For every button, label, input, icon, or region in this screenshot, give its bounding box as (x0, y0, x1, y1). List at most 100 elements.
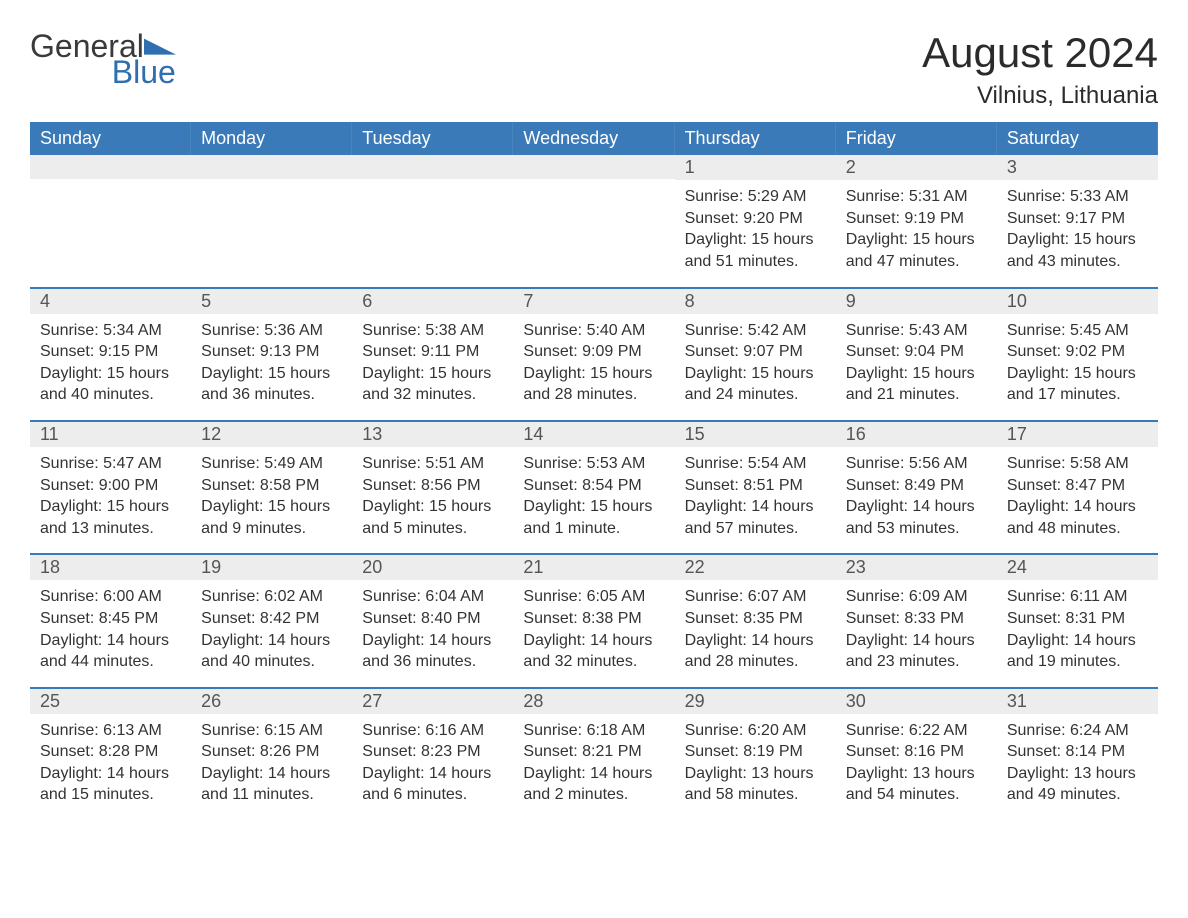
day-number: 10 (997, 289, 1158, 314)
day-dl2: and 17 minutes. (1007, 384, 1148, 406)
day-sunrise: Sunrise: 5:31 AM (846, 186, 987, 208)
day-sunrise: Sunrise: 6:04 AM (362, 586, 503, 608)
dow-cell: Monday (191, 122, 352, 155)
day-dl2: and 15 minutes. (40, 784, 181, 806)
day-sunset: Sunset: 8:42 PM (201, 608, 342, 630)
day-dl1: Daylight: 14 hours (201, 630, 342, 652)
logo: General Blue (30, 30, 176, 88)
day-cell: 20Sunrise: 6:04 AMSunset: 8:40 PMDayligh… (352, 555, 513, 686)
day-dl1: Daylight: 14 hours (362, 630, 503, 652)
day-dl2: and 51 minutes. (685, 251, 826, 273)
day-dl2: and 1 minute. (523, 518, 664, 540)
day-cell: 13 Sunrise: 5:51 AMSunset: 8:56 PMDayligh… (352, 422, 513, 553)
day-sunrise: Sunrise: 5:29 AM (685, 186, 826, 208)
day-dl1: Daylight: 15 hours (362, 363, 503, 385)
day-sunset: Sunset: 9:02 PM (1007, 341, 1148, 363)
day-cell (513, 155, 674, 286)
day-dl2: and 28 minutes. (685, 651, 826, 673)
day-number: 4 (30, 289, 191, 314)
day-sunset: Sunset: 8:28 PM (40, 741, 181, 763)
day-cell: 23Sunrise: 6:09 AMSunset: 8:33 PMDayligh… (836, 555, 997, 686)
dow-cell: Wednesday (513, 122, 674, 155)
day-sunset: Sunset: 8:14 PM (1007, 741, 1148, 763)
day-cell: 30Sunrise: 6:22 AMSunset: 8:16 PMDayligh… (836, 689, 997, 820)
day-dl2: and 2 minutes. (523, 784, 664, 806)
day-number: 12 (191, 422, 352, 447)
day-dl1: Daylight: 14 hours (1007, 496, 1148, 518)
day-cell: 24Sunrise: 6:11 AMSunset: 8:31 PMDayligh… (997, 555, 1158, 686)
day-number (513, 155, 674, 179)
day-number: 9 (836, 289, 997, 314)
day-number: 16 (836, 422, 997, 447)
day-sunset: Sunset: 8:33 PM (846, 608, 987, 630)
day-number: 23 (836, 555, 997, 580)
day-sunset: Sunset: 8:47 PM (1007, 475, 1148, 497)
day-number: 19 (191, 555, 352, 580)
day-cell: 3Sunrise: 5:33 AMSunset: 9:17 PMDaylight… (997, 155, 1158, 286)
day-number: 8 (675, 289, 836, 314)
day-sunset: Sunset: 9:17 PM (1007, 208, 1148, 230)
day-dl1: Daylight: 15 hours (685, 363, 826, 385)
day-sunrise: Sunrise: 6:22 AM (846, 720, 987, 742)
day-number: 5 (191, 289, 352, 314)
day-cell: 5Sunrise: 5:36 AMSunset: 9:13 PMDaylight… (191, 289, 352, 420)
day-number: 1 (675, 155, 836, 180)
day-dl1: Daylight: 15 hours (846, 229, 987, 251)
day-dl1: Daylight: 14 hours (40, 763, 181, 785)
day-number: 13 (352, 422, 513, 447)
day-sunset: Sunset: 9:09 PM (523, 341, 664, 363)
day-dl1: Daylight: 14 hours (685, 496, 826, 518)
day-sunrise: Sunrise: 5:56 AM (846, 453, 987, 475)
day-sunset: Sunset: 8:40 PM (362, 608, 503, 630)
day-sunset: Sunset: 9:04 PM (846, 341, 987, 363)
day-dl2: and 5 minutes. (362, 518, 503, 540)
day-sunrise: Sunrise: 6:16 AM (362, 720, 503, 742)
day-cell: 2Sunrise: 5:31 AMSunset: 9:19 PMDaylight… (836, 155, 997, 286)
dow-cell: Thursday (675, 122, 836, 155)
day-sunrise: Sunrise: 5:49 AM (201, 453, 342, 475)
day-number: 31 (997, 689, 1158, 714)
day-dl1: Daylight: 14 hours (523, 630, 664, 652)
day-dl1: Daylight: 13 hours (685, 763, 826, 785)
day-sunset: Sunset: 8:54 PM (523, 475, 664, 497)
day-number: 29 (675, 689, 836, 714)
day-dl1: Daylight: 15 hours (362, 496, 503, 518)
week-row: 11Sunrise: 5:47 AMSunset: 9:00 PMDayligh… (30, 420, 1158, 553)
day-dl1: Daylight: 15 hours (201, 363, 342, 385)
day-number: 22 (675, 555, 836, 580)
day-sunrise: Sunrise: 5:54 AM (685, 453, 826, 475)
day-number: 18 (30, 555, 191, 580)
day-cell: 1 Sunrise: 5:29 AMSunset: 9:20 PMDaylight… (675, 155, 836, 286)
day-sunset: Sunset: 9:00 PM (40, 475, 181, 497)
day-cell: 12 Sunrise: 5:49 AMSunset: 8:58 PMDayligh… (191, 422, 352, 553)
day-sunrise: Sunrise: 6:05 AM (523, 586, 664, 608)
day-number: 17 (997, 422, 1158, 447)
day-cell: 16Sunrise: 5:56 AMSunset: 8:49 PMDayligh… (836, 422, 997, 553)
day-sunrise: Sunrise: 6:15 AM (201, 720, 342, 742)
day-dl1: Daylight: 15 hours (201, 496, 342, 518)
day-sunrise: Sunrise: 5:51 AM (362, 453, 503, 475)
dow-cell: Saturday (997, 122, 1158, 155)
day-sunrise: Sunrise: 5:38 AM (362, 320, 503, 342)
day-sunset: Sunset: 8:56 PM (362, 475, 503, 497)
day-sunset: Sunset: 8:35 PM (685, 608, 826, 630)
day-sunrise: Sunrise: 5:53 AM (523, 453, 664, 475)
day-cell: 22Sunrise: 6:07 AMSunset: 8:35 PMDayligh… (675, 555, 836, 686)
day-cell (352, 155, 513, 286)
day-number (191, 155, 352, 179)
day-cell: 18Sunrise: 6:00 AMSunset: 8:45 PMDayligh… (30, 555, 191, 686)
day-dl2: and 40 minutes. (201, 651, 342, 673)
calendar: SundayMondayTuesdayWednesdayThursdayFrid… (30, 122, 1158, 820)
day-sunset: Sunset: 8:58 PM (201, 475, 342, 497)
day-dl1: Daylight: 15 hours (685, 229, 826, 251)
day-cell: 26Sunrise: 6:15 AMSunset: 8:26 PMDayligh… (191, 689, 352, 820)
day-dl1: Daylight: 14 hours (846, 630, 987, 652)
day-sunrise: Sunrise: 6:02 AM (201, 586, 342, 608)
day-dl1: Daylight: 14 hours (523, 763, 664, 785)
weeks-container: 1Sunrise: 5:29 AMSunset: 9:20 PMDaylight… (30, 155, 1158, 820)
logo-word2-text: Blue (112, 54, 176, 90)
day-cell: 10Sunrise: 5:45 AMSunset: 9:02 PMDayligh… (997, 289, 1158, 420)
day-cell: 6Sunrise: 5:38 AMSunset: 9:11 PMDaylight… (352, 289, 513, 420)
day-dl1: Daylight: 14 hours (362, 763, 503, 785)
day-sunset: Sunset: 9:20 PM (685, 208, 826, 230)
